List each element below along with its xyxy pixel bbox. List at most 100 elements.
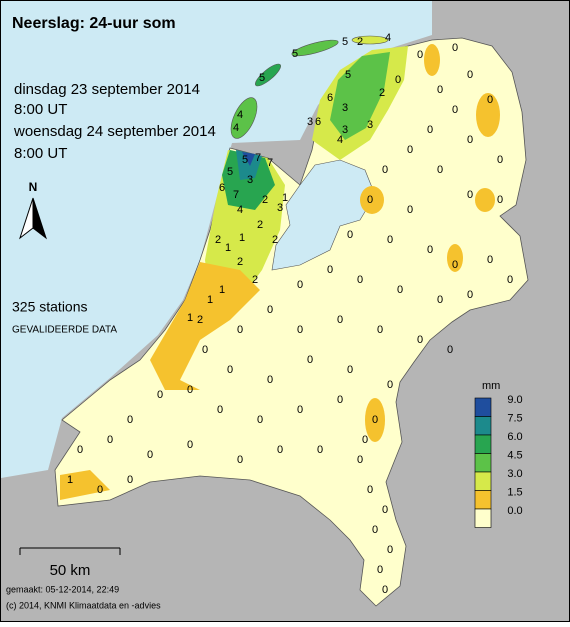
station-value: 0 [147,449,153,461]
legend-swatch [474,453,492,473]
scale-bar [19,547,121,555]
station-value: 2 [357,36,363,48]
station-value: 0 [237,324,243,336]
station-value: 0 [387,234,393,246]
station-value: 0 [97,484,103,496]
station-value: 0 [267,374,273,386]
end-time: 8:00 UT [14,145,67,162]
station-value: 2 [379,87,385,99]
station-value: 0 [77,444,83,456]
station-value: 0 [467,289,473,301]
legend-swatch [474,434,492,454]
station-value: 0 [372,414,378,426]
legend-swatch [474,397,492,417]
station-value: 5 [345,69,351,81]
station-value: 0 [297,324,303,336]
station-value: 0 [107,434,113,446]
north-arrow [32,197,47,240]
legend-tick-label: 6.0 [507,431,522,443]
start-time: 8:00 UT [14,101,67,118]
station-value: 0 [317,444,323,456]
rain-area [330,52,390,140]
station-value: 2 [252,274,258,286]
station-value: 6 [327,92,333,104]
rain-area [447,244,463,272]
station-value: 6 [315,116,321,128]
station-value: 3 [367,119,373,131]
legend-swatch [474,508,492,528]
station-value: 0 [382,164,388,176]
north-label: N [29,180,38,194]
station-value: 0 [452,104,458,116]
station-value: 1 [225,242,231,254]
station-value: 2 [257,219,263,231]
station-value: 0 [127,474,133,486]
station-value: 0 [407,204,413,216]
land [54,37,529,607]
legend-tick-label: 3.0 [507,468,522,480]
station-value: 1 [239,232,245,244]
station-value: 4 [233,122,239,134]
rain-areas [60,44,500,500]
station-value: 0 [217,404,223,416]
legend-tick-label: 7.5 [507,412,522,424]
station-value: 0 [362,434,368,446]
station-value: 0 [387,544,393,556]
station-value: 0 [437,294,443,306]
station-value: 0 [427,124,433,136]
status: GEVALIDEERDE DATA [12,325,117,336]
legend-tick-label: 0.0 [507,505,522,517]
station-value: 0 [347,229,353,241]
station-value: 0 [237,454,243,466]
rain-area [236,150,262,180]
rain-area [150,262,260,390]
station-value: 2 [262,194,268,206]
legend-title: mm [482,380,500,392]
station-value: 1 [187,312,193,324]
rain-area [365,398,385,442]
station-value: 0 [437,164,443,176]
footer-made: gemaakt: 05-12-2014, 22:49 [6,584,119,594]
rain-area [60,470,110,500]
station-value: 0 [377,564,383,576]
station-value: 0 [337,394,343,406]
lake [271,159,376,271]
station-value: 0 [297,404,303,416]
title: Neerslag: 24-uur som [12,15,176,32]
station-value: 0 [227,364,233,376]
station-value: 0 [367,484,373,496]
station-value: 0 [467,134,473,146]
station-value: 0 [327,264,333,276]
station-value: 0 [367,194,373,206]
station-value: 0 [267,304,273,316]
scale-label: 50 km [50,562,91,579]
station-value: 1 [282,192,288,204]
station-value: 0 [387,379,393,391]
station-value: 0 [467,69,473,81]
station-value: 0 [497,154,503,166]
island [230,97,258,139]
station-value: 0 [437,84,443,96]
station-value: 2 [197,314,203,326]
station-value: 2 [272,234,278,246]
station-value: 0 [467,189,473,201]
station-value: 4 [237,204,243,216]
start-date: dinsdag 23 september 2014 [14,81,200,98]
rain-area [475,188,495,212]
station-value: 0 [187,439,193,451]
station-value: 0 [347,364,353,376]
station-value: 5 [242,154,248,166]
station-value: 0 [487,254,493,266]
station-value: 5 [227,166,233,178]
station-value: 3 [277,202,283,214]
sea [1,1,432,478]
station-value: 0 [395,74,401,86]
station-value: 7 [233,189,239,201]
station-value: 0 [407,144,413,156]
station-value: 0 [202,344,208,356]
station-value: 0 [487,94,493,106]
station-value: 0 [127,414,133,426]
station-value: 3 [307,116,313,128]
station-value: 6 [219,182,225,194]
station-value: 3 [247,174,253,186]
